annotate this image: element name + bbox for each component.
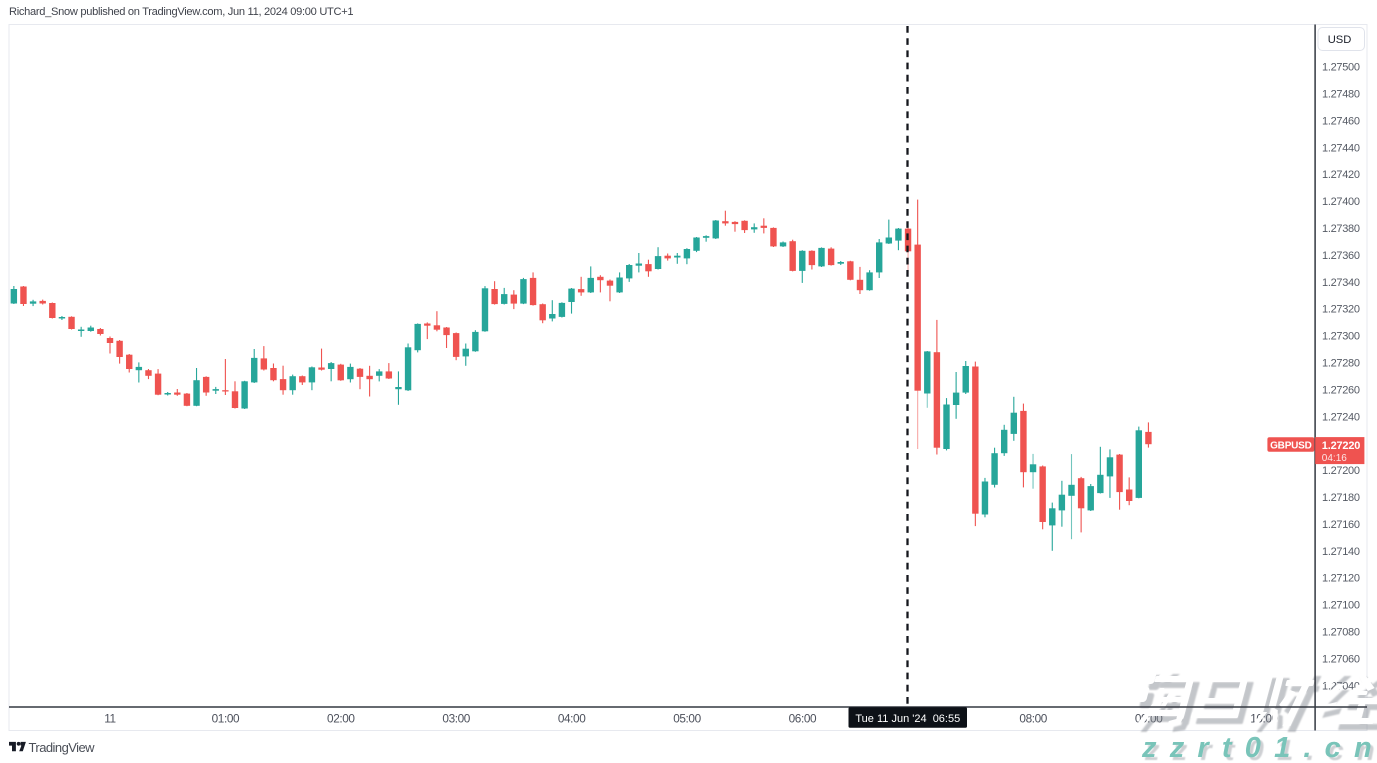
- svg-text:06:00: 06:00: [789, 712, 817, 726]
- svg-text:1.27380: 1.27380: [1322, 223, 1360, 235]
- svg-text:1.27200: 1.27200: [1322, 465, 1360, 477]
- svg-text:11: 11: [104, 712, 115, 726]
- svg-text:1.27240: 1.27240: [1322, 411, 1360, 423]
- svg-text:1.27440: 1.27440: [1322, 142, 1360, 154]
- svg-text:zzrt01.cn: zzrt01.cn: [1144, 735, 1377, 763]
- svg-text:1.27340: 1.27340: [1322, 277, 1360, 289]
- svg-text:1.27280: 1.27280: [1322, 358, 1360, 370]
- svg-text:1.27140: 1.27140: [1322, 546, 1360, 558]
- svg-text:1.27300: 1.27300: [1322, 331, 1360, 343]
- svg-text:1.27120: 1.27120: [1322, 573, 1360, 585]
- svg-text:1.27160: 1.27160: [1322, 519, 1360, 531]
- svg-text:1.27260: 1.27260: [1322, 384, 1360, 396]
- svg-text:GBPUSD: GBPUSD: [1270, 440, 1312, 451]
- svg-text:1.27180: 1.27180: [1322, 492, 1360, 504]
- svg-text:01:00: 01:00: [212, 712, 240, 726]
- svg-text:1.27480: 1.27480: [1322, 89, 1360, 101]
- svg-text:Tue 11 Jun '24 06:55: Tue 11 Jun '24 06:55: [855, 713, 960, 725]
- svg-text:04:00: 04:00: [558, 712, 586, 726]
- svg-text:08:00: 08:00: [1019, 712, 1047, 726]
- svg-text:1.27460: 1.27460: [1322, 115, 1360, 127]
- svg-text:03:00: 03:00: [442, 712, 470, 726]
- svg-text:1.27220: 1.27220: [1322, 440, 1360, 452]
- svg-text:1.27360: 1.27360: [1322, 250, 1360, 262]
- svg-text:zzrt01.cn: zzrt01.cn: [1141, 732, 1377, 763]
- svg-text:1.27400: 1.27400: [1322, 196, 1360, 208]
- svg-text:1.27420: 1.27420: [1322, 169, 1360, 181]
- svg-text:1.27100: 1.27100: [1322, 600, 1360, 612]
- svg-text:02:00: 02:00: [327, 712, 355, 726]
- svg-text:1.27080: 1.27080: [1322, 627, 1360, 639]
- svg-text:04:16: 04:16: [1322, 453, 1347, 464]
- svg-text:1.27500: 1.27500: [1322, 62, 1360, 74]
- svg-text:1.27060: 1.27060: [1322, 653, 1360, 665]
- svg-text:1.27320: 1.27320: [1322, 304, 1360, 316]
- svg-text:05:00: 05:00: [673, 712, 701, 726]
- svg-text:USD: USD: [1328, 34, 1352, 46]
